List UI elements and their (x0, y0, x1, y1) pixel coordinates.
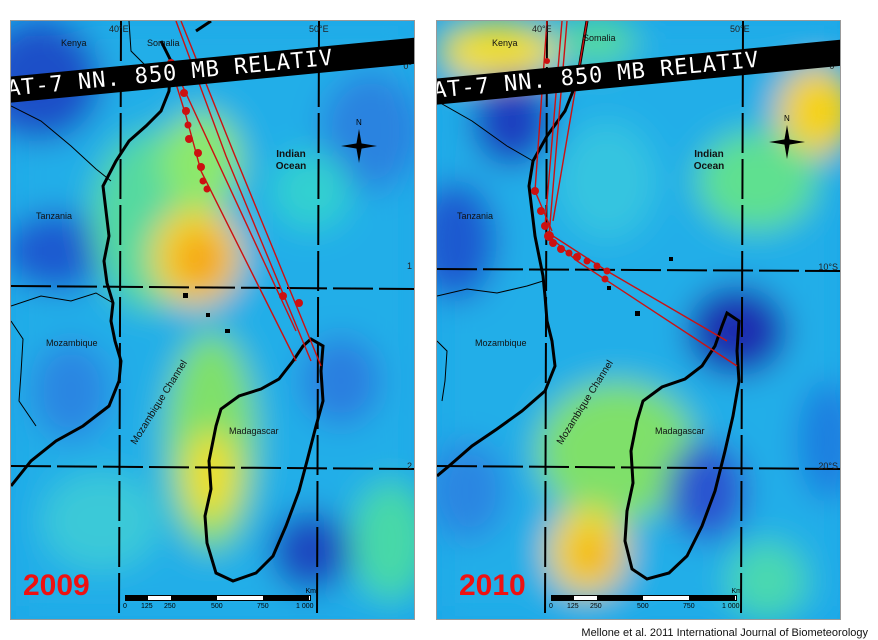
storm-track-point (203, 185, 211, 193)
scale-tick: 125 (141, 603, 153, 610)
storm-track-point (541, 222, 549, 230)
map-panel-2010: 40°E 50°E 0° 10°S 20°S Kenya Somalia Tan… (436, 20, 841, 620)
country-label-mozambique: Mozambique (46, 338, 98, 348)
humidity-field (11, 21, 414, 619)
scale-tick: 500 (637, 603, 649, 610)
storm-track-point (199, 177, 207, 185)
storm-track-point (185, 135, 193, 143)
storm-track-point (194, 149, 202, 157)
latitude-label: 10°S (818, 262, 838, 272)
storm-track-point (565, 249, 573, 257)
storm-track-point (197, 163, 205, 171)
country-label-mozambique: Mozambique (475, 338, 527, 348)
storm-track-line (544, 21, 563, 227)
scale-unit: Km (731, 588, 743, 595)
country-label-somalia: Somalia (583, 33, 616, 43)
country-label-madagascar: Madagascar (229, 426, 279, 436)
scale-tick: 1 000 (296, 603, 314, 610)
storm-track-line (552, 21, 588, 222)
storm-track-point (537, 207, 545, 215)
latitude-label: 1 (406, 261, 412, 271)
scale-tick: 750 (683, 603, 695, 610)
storm-track-point (295, 299, 303, 307)
storm-track-point (583, 257, 591, 265)
storm-track-point (544, 231, 554, 241)
scale-tick: 0 (123, 603, 127, 610)
storm-track-point (180, 89, 188, 97)
north-letter: N (784, 114, 790, 123)
storm-track-point (184, 121, 192, 129)
ocean-label: Indian Ocean (674, 149, 744, 173)
storm-track-point (601, 275, 609, 283)
north-letter: N (356, 118, 362, 127)
scale-tick: 0 (549, 603, 553, 610)
country-label-tanzania: Tanzania (36, 211, 73, 221)
scale-tick: 750 (257, 603, 269, 610)
country-label-kenya: Kenya (492, 38, 518, 48)
ocean-label-line: Indian (694, 149, 724, 160)
country-label-madagascar: Madagascar (655, 426, 705, 436)
ocean-label-line: Ocean (275, 161, 307, 172)
country-label-tanzania: Tanzania (457, 211, 494, 221)
storm-track-point (557, 245, 565, 253)
scale-bar: Km 0 125 250 500 750 1 000 (121, 588, 316, 613)
year-label: 2010 (459, 569, 526, 602)
storm-track-point (544, 58, 550, 64)
storm-track-point (182, 107, 190, 115)
country-label-somalia: Somalia (147, 38, 180, 48)
year-label: 2009 (23, 569, 90, 602)
scale-tick: 250 (590, 603, 602, 610)
humidity-field (437, 21, 840, 619)
storm-track-point (603, 267, 611, 275)
scale-tick: 125 (567, 603, 579, 610)
storm-track-point (279, 292, 287, 300)
ocean-label-line: Ocean (693, 161, 725, 172)
map-panel-2009: 40°E 50°E 0° 1 2 Kenya Somalia Tanzania … (10, 20, 415, 620)
storm-track-point (593, 262, 601, 270)
longitude-label: 40°E (532, 24, 552, 34)
storm-track-point (549, 239, 557, 247)
scale-tick: 250 (164, 603, 176, 610)
scale-bar: Km 0 125 250 500 750 1 000 (547, 588, 742, 613)
ocean-label-line: Indian (276, 149, 306, 160)
latitude-label: 20°S (818, 461, 838, 471)
scale-unit: Km (305, 588, 317, 595)
ocean-label: Indian Ocean (256, 149, 326, 173)
storm-track-line (168, 60, 297, 362)
storm-track-point (531, 187, 539, 195)
latitude-label: 2 (406, 461, 412, 471)
storm-track-point (573, 253, 581, 261)
scale-tick: 1 000 (722, 603, 740, 610)
country-label-kenya: Kenya (61, 38, 87, 48)
longitude-label: 50°E (309, 24, 329, 34)
scale-tick: 500 (211, 603, 223, 610)
latitude-label: 0° (403, 61, 412, 71)
storm-track-group (531, 21, 738, 367)
longitude-label: 50°E (730, 24, 750, 34)
figure-credit: Mellone et al. 2011 International Journa… (581, 627, 868, 639)
longitude-label: 40°E (109, 24, 129, 34)
storm-track-line (170, 60, 297, 332)
